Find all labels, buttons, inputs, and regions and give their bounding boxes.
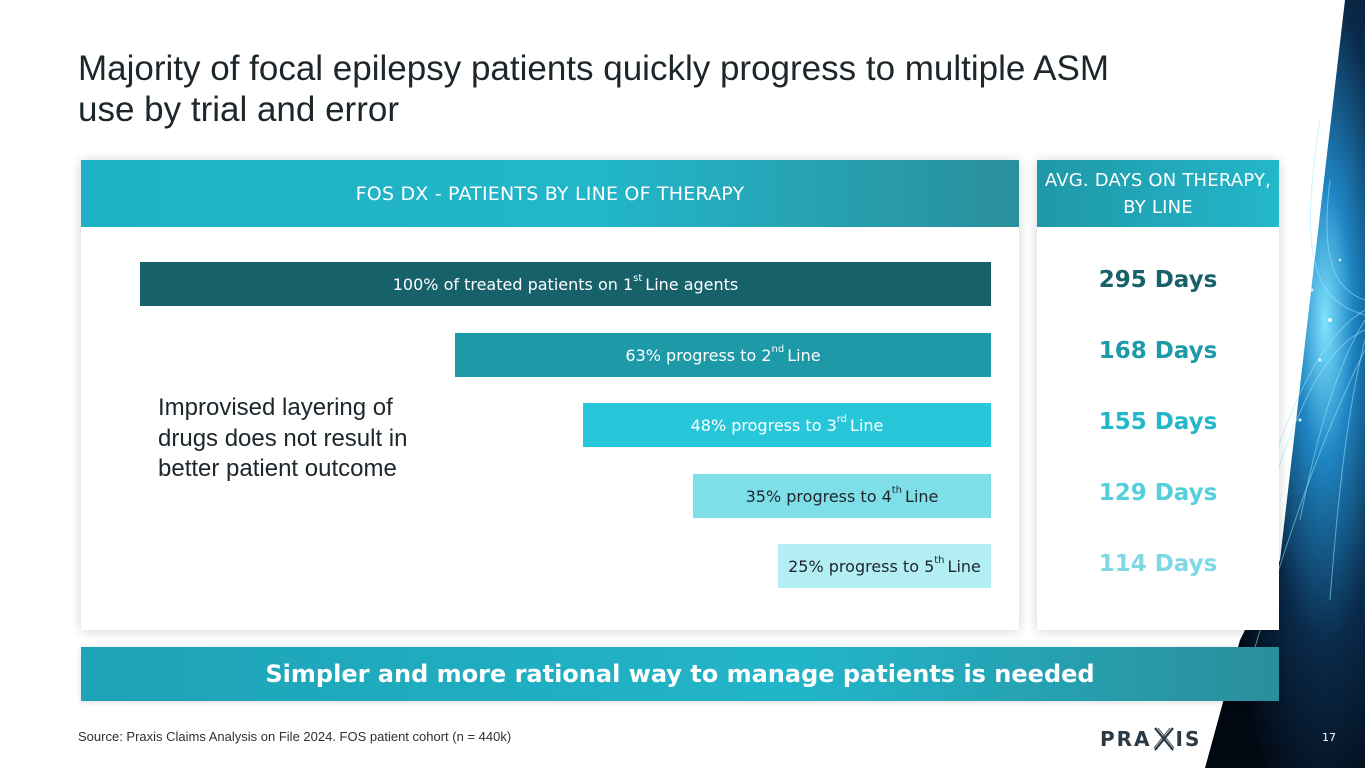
days-on-therapy-header: AVG. DAYS ON THERAPY, BY LINE [1037,160,1279,227]
bar-label-text: 63% progress to 2 [625,345,772,365]
bar-label-ordinal: rd [836,413,848,425]
line-of-therapy-header: FOS DX - PATIENTS BY LINE OF THERAPY [81,160,1019,227]
days-value-line-1: 295 Days [1098,267,1218,293]
bar-label-ordinal: th [891,484,903,496]
praxis-logo: PRA IS [1100,726,1201,752]
bar-label-ordinal: nd [771,343,785,355]
days-on-therapy-panel: AVG. DAYS ON THERAPY, BY LINE 295 Days 16… [1037,160,1279,630]
bar-label-suffix: Line [787,345,821,365]
slide-title: Majority of focal epilepsy patients quic… [78,49,1110,129]
days-value-line-3: 155 Days [1098,409,1218,435]
line-of-therapy-panel: FOS DX - PATIENTS BY LINE OF THERAPY 100… [81,160,1019,630]
days-value-line-5: 114 Days [1098,551,1218,577]
conclusion-banner: Simpler and more rational way to manage … [81,647,1279,701]
bar-label-text: 48% progress to 3 [690,415,837,435]
source-footnote: Source: Praxis Claims Analysis on File 2… [78,729,512,744]
days-value-line-2: 168 Days [1098,338,1218,364]
logo-x-icon [1153,727,1174,751]
layering-note: Improvised layering of drugs does not re… [158,394,408,482]
bar-label-suffix: Line agents [645,274,739,294]
bar-label-text: 35% progress to 4 [745,486,892,506]
logo-text-right: IS [1175,727,1202,751]
bar-label-text: 25% progress to 5 [788,556,935,576]
bar-label-ordinal: st [633,272,643,284]
logo-text-left: PRA [1100,727,1152,751]
bar-label-suffix: Line [850,415,884,435]
bar-label-suffix: Line [947,556,981,576]
bar-label-ordinal: th [934,554,945,566]
bar-label-text: 100% of treated patients on 1 [392,274,634,294]
fiber-optic-decoration [1205,0,1365,768]
page-number: 17 [1322,731,1336,744]
days-value-line-4: 129 Days [1098,480,1218,506]
bar-label-suffix: Line [905,486,939,506]
